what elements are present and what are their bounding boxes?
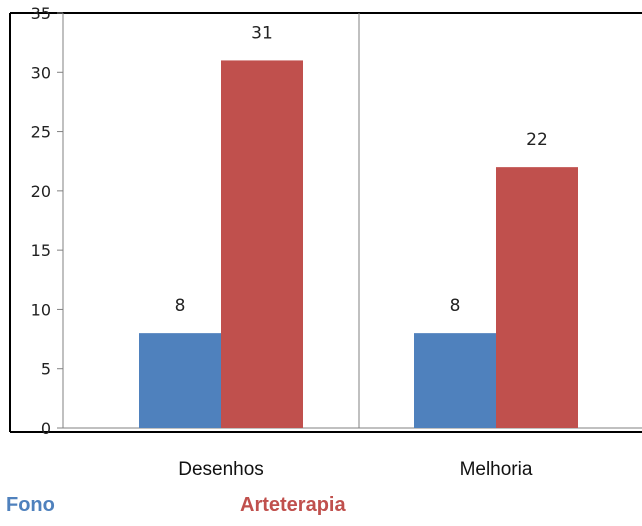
bar-arteterapia-desenhos [221,60,303,429]
bar-fono-melhoria [414,333,496,428]
bar-fono-desenhos [139,333,221,428]
y-tick-label: 20 [31,182,51,201]
y-tick-label: 0 [41,419,51,438]
legend-item-fono: Fono [6,494,55,516]
data-label: 31 [251,23,273,43]
legend-item-arteterapia: Arteterapia [240,494,346,516]
y-tick-label: 35 [31,4,51,23]
category-label: Melhoria [460,459,533,480]
data-label: 8 [175,296,186,316]
category-label: Desenhos [178,459,264,480]
y-tick-label: 15 [31,241,51,260]
data-label: 8 [450,296,461,316]
y-tick-label: 30 [31,63,51,82]
y-tick-label: 10 [31,300,51,319]
bar-arteterapia-melhoria [496,167,578,428]
data-label: 22 [526,130,548,150]
plot-area: 0 5 10 15 20 25 30 35 8 31 Desenhos 8 22 Melhoria [9,4,642,480]
y-tick-label: 5 [41,360,51,379]
y-tick-label: 25 [31,123,51,142]
